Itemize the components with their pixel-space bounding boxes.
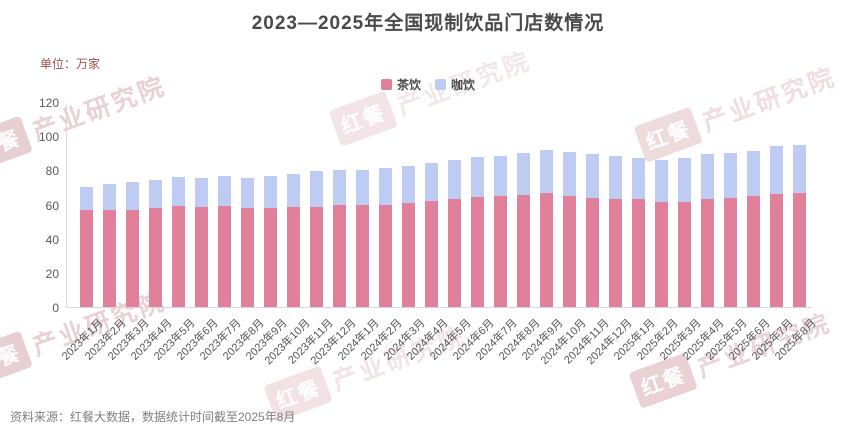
bar-segment-coffee xyxy=(402,166,415,203)
bar-segment-tea xyxy=(126,209,139,307)
bar-segment-tea xyxy=(770,194,783,307)
bar-segment-coffee xyxy=(218,176,231,207)
bar-segment-coffee xyxy=(379,167,392,205)
bar-segment-tea xyxy=(218,206,231,307)
bar-segment-tea xyxy=(379,204,392,307)
bar-segment-tea xyxy=(540,193,553,307)
y-axis-tick-label: 0 xyxy=(52,301,59,315)
bar-segment-tea xyxy=(264,207,277,307)
bar-segment-tea xyxy=(149,207,162,307)
bar-segment-coffee xyxy=(287,173,300,208)
page-title: 2023—2025年全国现制饮品门店数情况 xyxy=(251,13,605,34)
y-axis-tick-label: 100 xyxy=(38,130,59,145)
coffee-swatch-icon xyxy=(435,79,446,90)
bar-segment-coffee xyxy=(494,155,507,196)
bar-segment-coffee xyxy=(333,170,346,205)
bar-segment-coffee xyxy=(586,154,599,198)
legend-label-coffee: 咖饮 xyxy=(451,78,476,92)
bar-segment-coffee xyxy=(103,184,116,210)
bar-segment-coffee xyxy=(701,154,714,199)
y-axis-tick-label: 20 xyxy=(45,266,59,281)
y-axis-tick-label: 120 xyxy=(38,96,59,110)
bar-segment-coffee xyxy=(195,178,208,208)
bar-segment-coffee xyxy=(770,146,783,195)
bar-segment-tea xyxy=(563,195,576,307)
bar-segment-tea xyxy=(586,197,599,307)
bar-segment-tea xyxy=(333,204,346,307)
unit-label: 单位：万家 xyxy=(40,57,101,71)
bar-segment-coffee xyxy=(655,160,668,202)
bar-segment-tea xyxy=(172,206,185,307)
y-axis-tick-label: 60 xyxy=(45,198,59,213)
y-axis-tick-label: 80 xyxy=(45,164,59,179)
y-axis-tick-label: 40 xyxy=(45,232,59,247)
bar-segment-coffee xyxy=(356,170,369,206)
bar-segment-tea xyxy=(471,196,484,307)
bar-segment-coffee xyxy=(241,178,254,208)
source-note: 资料来源：红餐大数据，数据统计时间截至2025年8月 xyxy=(10,410,296,424)
legend-item-tea: 茶饮 xyxy=(380,76,421,93)
bar-segment-coffee xyxy=(471,156,484,197)
bar-segment-coffee xyxy=(540,149,553,194)
bar-segment-tea xyxy=(448,198,461,307)
bar-segment-coffee xyxy=(632,158,645,200)
legend: 茶饮 咖饮 xyxy=(0,76,856,93)
plot-area: 0 20 40 60 80 100 120 2023年1月 2023年2月 2023年3月 202… xyxy=(39,96,818,367)
legend-label-tea: 茶饮 xyxy=(396,78,421,92)
bar-segment-tea xyxy=(310,207,323,307)
bar-segment-tea xyxy=(402,202,415,307)
bar-segment-tea xyxy=(609,199,622,307)
bar-segment-coffee xyxy=(517,153,530,196)
bar-segment-coffee xyxy=(425,162,438,202)
bar-segment-coffee xyxy=(80,186,93,211)
bar-segment-tea xyxy=(632,199,645,307)
bar-segment-tea xyxy=(494,195,507,307)
bar-segment-tea xyxy=(793,193,806,307)
bar-segment-coffee xyxy=(310,171,323,208)
bar-segment-tea xyxy=(747,195,760,307)
bar-segment-tea xyxy=(80,210,93,307)
bar-segment-tea xyxy=(678,201,691,307)
bar-segment-tea xyxy=(241,207,254,307)
bar-segment-tea xyxy=(517,195,530,307)
bar-segment-coffee xyxy=(563,152,576,196)
bar-segment-tea xyxy=(701,198,714,307)
bar-segment-coffee xyxy=(747,150,760,196)
bar-segment-tea xyxy=(195,207,208,307)
bar-segment-coffee xyxy=(448,160,461,199)
bar-segment-tea xyxy=(103,209,116,307)
legend-item-coffee: 咖饮 xyxy=(435,76,475,93)
tea-swatch-icon xyxy=(380,79,392,90)
bar-segment-coffee xyxy=(609,155,622,200)
bar-segment-tea xyxy=(724,197,737,307)
watermark-brand-badge: 红餐 xyxy=(0,330,33,387)
bar-segment-coffee xyxy=(793,144,806,194)
bar-segment-tea xyxy=(287,207,300,307)
bar-segment-tea xyxy=(655,201,668,307)
bar-segment-coffee xyxy=(149,179,162,208)
bar-segment-tea xyxy=(356,205,369,307)
bar-segment-tea xyxy=(425,201,438,307)
bar-segment-coffee xyxy=(172,177,185,207)
bar-segment-coffee xyxy=(126,182,139,210)
bar-segment-coffee xyxy=(678,157,691,202)
bar-segment-coffee xyxy=(724,153,737,198)
bar-segment-coffee xyxy=(264,176,277,208)
